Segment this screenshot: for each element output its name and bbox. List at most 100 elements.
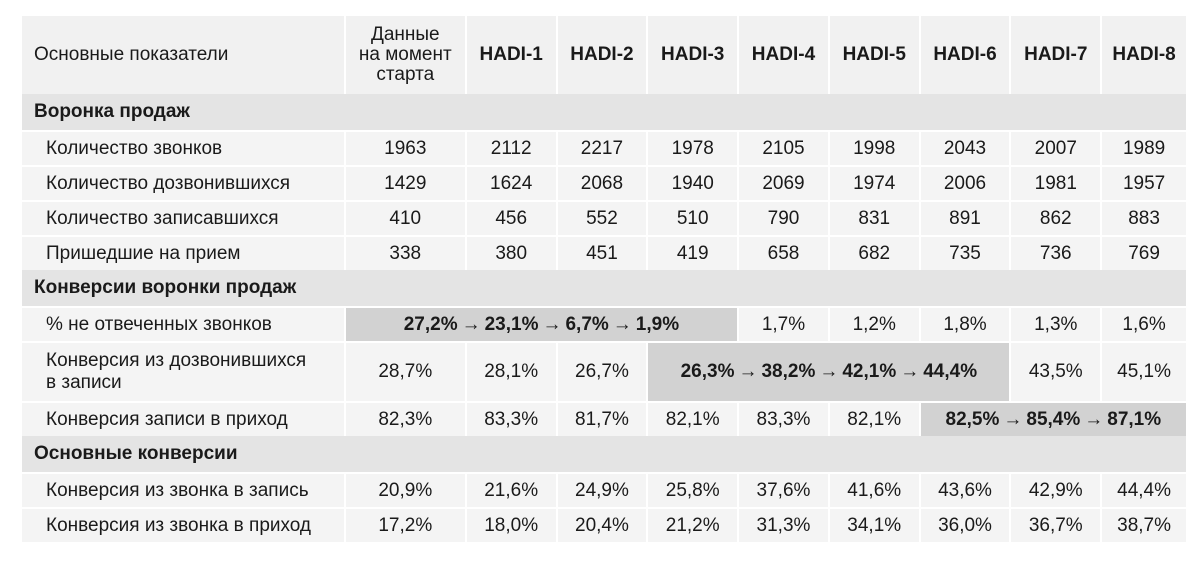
cell-value: 41,6% xyxy=(827,472,920,508)
header-hadi-4: HADI-4 xyxy=(737,16,829,94)
section-title: Воронка продаж xyxy=(22,94,1186,131)
metrics-table-container: Основные показатели Данные на момент ста… xyxy=(22,16,1186,542)
header-hadi-1: HADI-1 xyxy=(464,16,557,94)
header-hadi-8: HADI-8 xyxy=(1100,16,1186,94)
metrics-table: Основные показатели Данные на момент ста… xyxy=(22,16,1186,542)
cell-value: 338 xyxy=(343,235,466,270)
cell-value: 736 xyxy=(1009,235,1102,270)
cell-value: 1989 xyxy=(1100,130,1186,166)
section-title: Конверсии воронки продаж xyxy=(22,270,1186,307)
cell-value: 82,3% xyxy=(343,401,466,436)
cell-value: 410 xyxy=(343,200,466,236)
cell-value: 85,4% xyxy=(1026,408,1081,430)
cell-value: 2069 xyxy=(737,165,829,201)
cell-value: 37,6% xyxy=(737,472,829,508)
cell-value: 2043 xyxy=(918,130,1011,166)
cell-value: 83,3% xyxy=(737,401,829,436)
header-start-line: на момент xyxy=(358,44,452,65)
cell-value: 81,7% xyxy=(555,401,648,436)
cell-value: 1940 xyxy=(646,165,739,201)
cell-value: 38,2% xyxy=(761,361,816,382)
cell-value: 34,1% xyxy=(827,507,920,542)
cell-value: 82,1% xyxy=(827,401,920,436)
arrow-icon: → xyxy=(461,313,481,335)
table-row: Конверсия из звонка в приход 17,2% 18,0%… xyxy=(22,507,1186,542)
row-label: Пришедшие на прием xyxy=(22,235,345,270)
cell-value: 456 xyxy=(464,200,557,236)
table-row: % не отвеченных звонков 27,2% → 23,1% → 6,7%… xyxy=(22,306,1186,342)
cell-value: 24,9% xyxy=(555,472,648,508)
cell-value: 26,3% xyxy=(680,361,735,382)
table-row: Конверсия записи в приход 82,3% 83,3% 81… xyxy=(22,401,1186,436)
cell-value: 1963 xyxy=(343,130,466,166)
cell-value: 45,1% xyxy=(1100,341,1186,402)
cell-value: 2007 xyxy=(1009,130,1102,166)
cell-value: 1,2% xyxy=(827,306,920,342)
row-label: Количество звонков xyxy=(22,130,345,166)
cell-value: 2217 xyxy=(555,130,648,166)
cell-value: 42,9% xyxy=(1009,472,1102,508)
cell-value: 451 xyxy=(555,235,648,270)
cell-value: 43,5% xyxy=(1009,341,1102,402)
cell-value: 769 xyxy=(1100,235,1186,270)
cell-value: 42,1% xyxy=(842,361,897,382)
arrow-icon: → xyxy=(1003,408,1023,430)
cell-value: 1,6% xyxy=(1100,306,1186,342)
row-label-line: Конверсия из дозвонившихся xyxy=(46,350,307,371)
header-hadi-7: HADI-7 xyxy=(1009,16,1102,94)
cell-value: 26,7% xyxy=(555,341,648,402)
cell-value: 21,2% xyxy=(646,507,739,542)
highlight-chain: 27,2% → 23,1% → 6,7% → 1,9% xyxy=(343,306,739,342)
cell-value: 1,9% xyxy=(635,313,680,335)
cell-value: 27,2% xyxy=(403,313,458,335)
row-label: Количество дозвонившихся xyxy=(22,165,345,201)
header-hadi-6: HADI-6 xyxy=(918,16,1011,94)
row-label: Конверсия из звонка в запись xyxy=(22,472,345,508)
section-header-sales-funnel: Воронка продаж xyxy=(22,94,1186,131)
cell-value: 419 xyxy=(646,235,739,270)
cell-value: 831 xyxy=(827,200,920,236)
table-row: Пришедшие на прием 338 380 451 419 658 6… xyxy=(22,235,1186,270)
cell-value: 18,0% xyxy=(464,507,557,542)
highlight-chain: 82,5% → 85,4% → 87,1% xyxy=(918,401,1186,436)
cell-value: 1981 xyxy=(1009,165,1102,201)
row-label: Конверсия записи в приход xyxy=(22,401,345,436)
cell-value: 31,3% xyxy=(737,507,829,542)
cell-value: 38,7% xyxy=(1100,507,1186,542)
cell-value: 1,7% xyxy=(737,306,829,342)
header-start-line: старта xyxy=(376,64,435,85)
cell-value: 790 xyxy=(737,200,829,236)
section-title: Основные конверсии xyxy=(22,436,1186,473)
row-label: Конверсия из дозвонившихся в записи xyxy=(22,341,345,402)
cell-value: 510 xyxy=(646,200,739,236)
cell-value: 44,4% xyxy=(923,361,978,382)
cell-value: 36,0% xyxy=(918,507,1011,542)
cell-value: 82,5% xyxy=(945,408,1000,430)
arrow-icon: → xyxy=(819,361,839,382)
cell-value: 21,6% xyxy=(464,472,557,508)
section-header-main-conversions: Основные конверсии xyxy=(22,436,1186,473)
cell-value: 36,7% xyxy=(1009,507,1102,542)
cell-value: 20,9% xyxy=(343,472,466,508)
cell-value: 44,4% xyxy=(1100,472,1186,508)
cell-value: 1957 xyxy=(1100,165,1186,201)
table-row: Количество записавшихся 410 456 552 510 … xyxy=(22,200,1186,236)
cell-value: 2112 xyxy=(464,130,557,166)
header-label: Основные показатели xyxy=(22,16,345,94)
cell-value: 23,1% xyxy=(484,313,539,335)
table-row: Конверсия из звонка в запись 20,9% 21,6%… xyxy=(22,472,1186,508)
cell-value: 87,1% xyxy=(1107,408,1162,430)
cell-value: 2068 xyxy=(555,165,648,201)
cell-value: 2006 xyxy=(918,165,1011,201)
section-header-funnel-conversions: Конверсии воронки продаж xyxy=(22,270,1186,307)
header-hadi-5: HADI-5 xyxy=(827,16,920,94)
cell-value: 891 xyxy=(918,200,1011,236)
cell-value: 552 xyxy=(555,200,648,236)
cell-value: 6,7% xyxy=(565,313,609,335)
row-label: Конверсия из звонка в приход xyxy=(22,507,345,542)
cell-value: 1978 xyxy=(646,130,739,166)
cell-value: 1624 xyxy=(464,165,557,201)
cell-value: 862 xyxy=(1009,200,1102,236)
cell-value: 735 xyxy=(918,235,1011,270)
cell-value: 83,3% xyxy=(464,401,557,436)
